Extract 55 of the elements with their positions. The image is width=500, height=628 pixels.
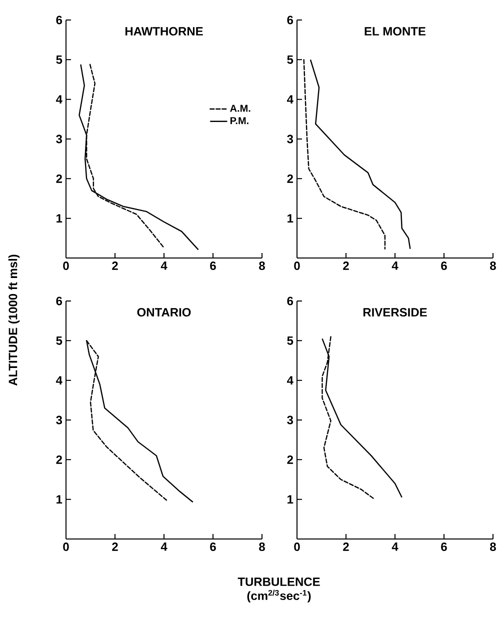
y-tick-label: 6 bbox=[287, 16, 294, 24]
x-axis-title: TURBULENCE (cm$^{2/3}$sec$^{-1}$) bbox=[238, 578, 320, 602]
x-tick-label: 4 bbox=[161, 262, 168, 270]
line-series bbox=[322, 338, 403, 498]
y-tick-label: 6 bbox=[56, 16, 62, 24]
x-tick-label: 4 bbox=[392, 542, 398, 551]
y-tick-label: 5 bbox=[287, 336, 294, 345]
chart-title: RIVERSIDE bbox=[364, 308, 428, 317]
y-tick-label: 4 bbox=[56, 376, 63, 384]
x-tick-label: 0 bbox=[63, 262, 70, 270]
x-tick-label: 6 bbox=[210, 542, 216, 552]
y-tick-label: 6 bbox=[287, 296, 294, 306]
y-tick-label: 6 bbox=[56, 296, 62, 306]
y-tick-label: 5 bbox=[56, 55, 62, 64]
chart-title: HAWTHORNE bbox=[126, 27, 204, 36]
y-tick-label: 1 bbox=[288, 214, 294, 222]
x-tick-label: 2 bbox=[343, 262, 350, 270]
y-tick-label: 3 bbox=[287, 416, 294, 424]
y-tick-label: 1 bbox=[288, 495, 294, 504]
y-tick-label: 4 bbox=[56, 95, 63, 104]
x-tick-label: 0 bbox=[294, 542, 300, 552]
x-tick-label: 6 bbox=[441, 542, 448, 552]
x-tick-label: 2 bbox=[112, 262, 118, 270]
legend-label: P.M. bbox=[230, 117, 249, 124]
y-tick-label: 2 bbox=[287, 174, 294, 183]
x-tick-label: 6 bbox=[210, 262, 216, 270]
y-tick-label: 3 bbox=[287, 134, 294, 144]
x-tick-label: 4 bbox=[392, 262, 398, 270]
y-tick-label: 2 bbox=[56, 174, 62, 183]
line-series bbox=[310, 59, 411, 250]
y-tick-label: 5 bbox=[287, 55, 294, 64]
x-tick-label: 6 bbox=[441, 262, 448, 270]
x-tick-label: 4 bbox=[161, 542, 168, 551]
y-tick-label: 2 bbox=[287, 455, 294, 464]
x-tick-label: 2 bbox=[112, 542, 118, 551]
y-tick-label: 2 bbox=[56, 455, 62, 464]
line-series bbox=[78, 64, 200, 250]
x-tick-label: 8 bbox=[259, 262, 266, 270]
chart-title: ONTARIO bbox=[137, 308, 191, 317]
x-tick-label: 8 bbox=[490, 542, 496, 552]
legend-label: A.M. bbox=[230, 104, 250, 112]
x-tick-label: 0 bbox=[294, 262, 300, 270]
y-tick-label: 1 bbox=[56, 214, 62, 222]
x-tick-label: 0 bbox=[63, 542, 70, 552]
chart-title: EL MONTE bbox=[364, 27, 426, 36]
x-tick-label: 2 bbox=[343, 542, 350, 551]
y-tick-label: 3 bbox=[56, 134, 62, 144]
x-tick-label: 8 bbox=[259, 542, 266, 552]
x-tick-label: 8 bbox=[490, 262, 496, 270]
y-tick-label: 5 bbox=[56, 336, 62, 345]
y-tick-label: 3 bbox=[56, 416, 62, 424]
y-tick-label: 4 bbox=[287, 376, 294, 384]
y-tick-label: 1 bbox=[56, 495, 62, 504]
y-tick-label: 4 bbox=[287, 95, 294, 104]
y-axis-title: ALTITUDE (1000 ft msl) bbox=[8, 254, 20, 386]
